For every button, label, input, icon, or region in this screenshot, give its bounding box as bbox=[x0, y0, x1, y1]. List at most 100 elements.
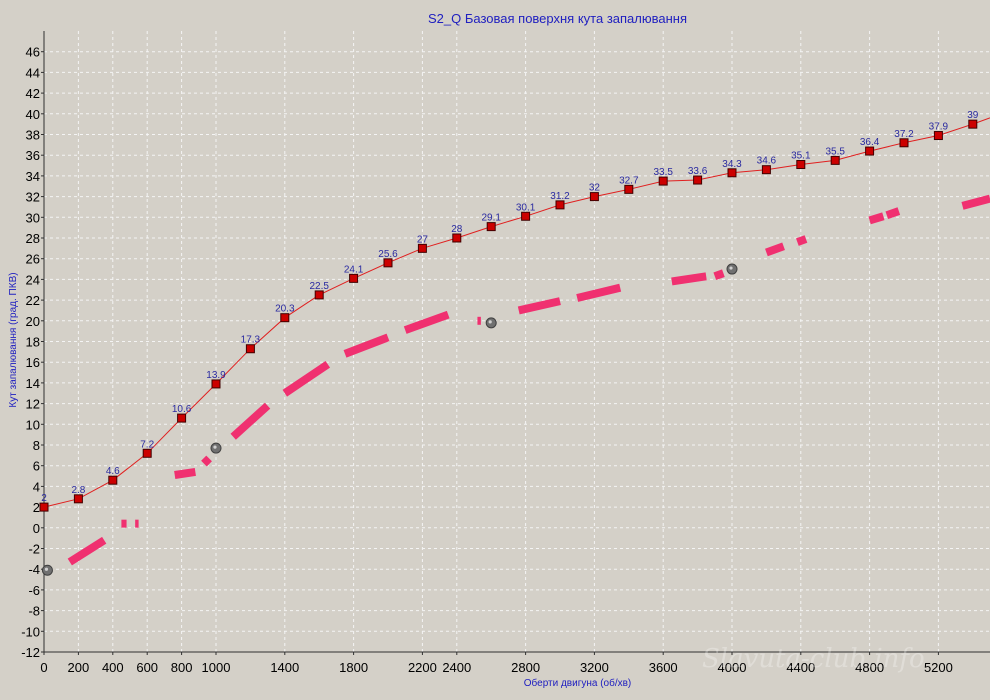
y-tick-label: 24 bbox=[26, 272, 40, 287]
data-label: 35.1 bbox=[791, 151, 811, 162]
annotation-dash bbox=[961, 194, 990, 210]
data-label: 20.3 bbox=[275, 304, 295, 315]
data-point bbox=[796, 160, 806, 170]
data-label: 34.3 bbox=[722, 159, 742, 170]
data-point bbox=[280, 313, 290, 323]
y-tick-label: -6 bbox=[28, 583, 40, 598]
x-tick-label: 1800 bbox=[339, 660, 368, 675]
data-label: 31.2 bbox=[550, 191, 570, 202]
y-tick-label: -10 bbox=[21, 624, 40, 639]
data-point bbox=[73, 494, 83, 504]
data-point bbox=[108, 475, 118, 485]
annotation-dash bbox=[885, 207, 901, 220]
data-point bbox=[177, 413, 187, 423]
x-tick-label: 5200 bbox=[924, 660, 953, 675]
y-tick-label: 10 bbox=[26, 417, 40, 432]
y-tick-label: 8 bbox=[33, 438, 40, 453]
x-tick-label: 800 bbox=[171, 660, 193, 675]
annotation-dash bbox=[765, 242, 785, 257]
x-tick-label: 200 bbox=[68, 660, 90, 675]
chart-title: S2_Q Базовая поверхня кута запалювання bbox=[428, 11, 687, 26]
y-tick-label: 44 bbox=[26, 65, 40, 80]
data-label: 27 bbox=[417, 234, 429, 245]
data-point bbox=[417, 243, 427, 253]
y-tick-label: 12 bbox=[26, 397, 40, 412]
data-point bbox=[899, 138, 909, 148]
y-tick-label: 6 bbox=[33, 459, 40, 474]
y-tick-label: -4 bbox=[28, 562, 40, 577]
data-label: 25.6 bbox=[378, 249, 398, 260]
x-tick-label: 600 bbox=[136, 660, 158, 675]
data-point bbox=[555, 200, 565, 210]
x-tick-label: 1000 bbox=[202, 660, 231, 675]
data-point bbox=[521, 211, 531, 221]
data-point bbox=[693, 175, 703, 185]
data-label: 33.6 bbox=[688, 166, 708, 177]
y-tick-label: 38 bbox=[26, 128, 40, 143]
y-tick-label: 14 bbox=[26, 376, 40, 391]
x-tick-label: 3200 bbox=[580, 660, 609, 675]
data-label: 32 bbox=[589, 183, 601, 194]
x-tick-label: 2200 bbox=[408, 660, 437, 675]
data-label: 4.6 bbox=[106, 466, 120, 477]
data-label: 33.5 bbox=[653, 167, 673, 178]
data-label: 36.4 bbox=[860, 137, 880, 148]
y-tick-label: 30 bbox=[26, 210, 40, 225]
x-tick-label: 4000 bbox=[718, 660, 747, 675]
annotation-dash bbox=[713, 269, 725, 281]
data-point bbox=[727, 168, 737, 178]
annotation-dash bbox=[868, 212, 885, 225]
x-tick-label: 1400 bbox=[270, 660, 299, 675]
y-tick-label: 4 bbox=[33, 479, 40, 494]
x-tick-label: 2400 bbox=[442, 660, 471, 675]
x-tick-label: 0 bbox=[40, 660, 47, 675]
y-axis-label: Кут запалювання (град. ПКВ) bbox=[8, 272, 19, 408]
y-tick-label: 28 bbox=[26, 231, 40, 246]
x-axis-label: Оберти двигуна (об/хв) bbox=[523, 678, 632, 689]
data-label: 34.6 bbox=[757, 156, 777, 167]
data-point bbox=[245, 344, 255, 354]
data-label: 2 bbox=[41, 493, 47, 504]
data-label: 32.7 bbox=[619, 175, 639, 186]
data-label: 37.9 bbox=[929, 122, 949, 133]
data-label: 29.1 bbox=[481, 213, 501, 224]
data-point bbox=[658, 176, 668, 186]
annotation-dash bbox=[517, 297, 561, 315]
y-tick-label: 40 bbox=[26, 107, 40, 122]
annotation-dash bbox=[174, 467, 196, 479]
data-point bbox=[142, 448, 152, 458]
data-point bbox=[314, 290, 324, 300]
data-label: 2.8 bbox=[71, 485, 85, 496]
annotation-marker-highlight bbox=[729, 266, 733, 270]
y-tick-label: 26 bbox=[26, 252, 40, 267]
data-label: 39 bbox=[967, 110, 979, 121]
annotation-dash bbox=[671, 272, 707, 286]
annotation-dash bbox=[576, 283, 622, 302]
data-label: 28 bbox=[451, 224, 463, 235]
x-tick-label: 3600 bbox=[649, 660, 678, 675]
data-label: 22.5 bbox=[309, 281, 329, 292]
y-tick-label: 22 bbox=[26, 293, 40, 308]
data-label: 24.1 bbox=[344, 264, 364, 275]
annotation-dash bbox=[201, 455, 212, 467]
y-tick-label: 0 bbox=[33, 521, 40, 536]
annotation-dash bbox=[343, 333, 390, 358]
x-tick-label: 400 bbox=[102, 660, 124, 675]
data-point bbox=[486, 222, 496, 232]
y-tick-label: 36 bbox=[26, 148, 40, 163]
data-point bbox=[452, 233, 462, 243]
annotation-marker-highlight bbox=[213, 445, 217, 449]
y-tick-label: 20 bbox=[26, 314, 40, 329]
annotation-marker-highlight bbox=[44, 567, 49, 571]
annotation-marker-highlight bbox=[488, 320, 492, 324]
y-tick-label: -2 bbox=[28, 542, 40, 557]
data-label: 35.5 bbox=[825, 146, 845, 157]
y-tick-label: -8 bbox=[28, 604, 40, 619]
y-tick-label: 34 bbox=[26, 169, 40, 184]
data-label: 30.1 bbox=[516, 202, 536, 213]
data-point bbox=[968, 119, 978, 129]
data-point bbox=[589, 192, 599, 202]
data-point bbox=[830, 155, 840, 165]
data-label: 17.3 bbox=[241, 335, 261, 346]
